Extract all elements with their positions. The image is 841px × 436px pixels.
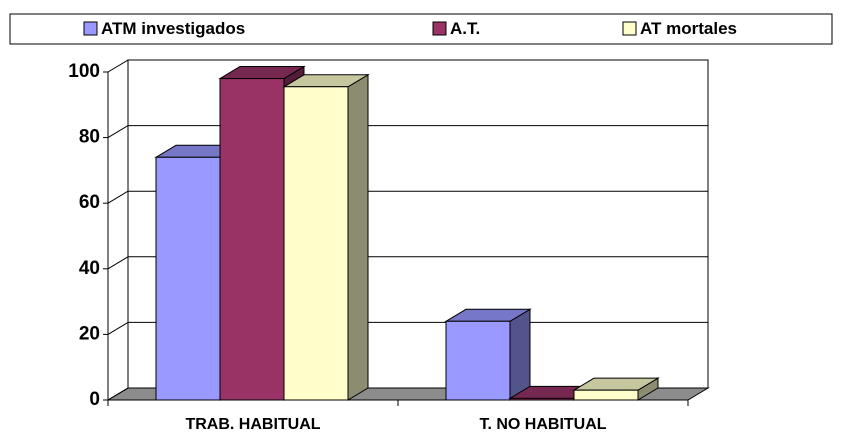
legend-box [9, 13, 833, 45]
bar [445, 320, 511, 401]
legend-label: A.T. [450, 19, 480, 38]
legend-label: AT mortales [640, 19, 737, 38]
bar-side [347, 73, 369, 401]
legend-swatch [432, 21, 447, 36]
y-tick-label: 80 [79, 127, 100, 148]
legend-swatch [622, 21, 637, 36]
grid-line-side [107, 256, 129, 270]
bar [573, 389, 639, 401]
x-tick-label: TRAB. HABITUAL [185, 416, 320, 433]
bar [155, 156, 221, 401]
grid-line-side [107, 59, 129, 73]
grid-line-side [107, 190, 129, 204]
bar [509, 397, 575, 401]
y-tick-label: 60 [79, 192, 100, 213]
legend-label: ATM investigados [101, 19, 245, 38]
x-tick-label: T. NO HABITUAL [479, 416, 606, 433]
bar-side [509, 308, 531, 401]
legend-swatch [83, 21, 98, 36]
grid-line-side [107, 321, 129, 335]
y-tick-label: 40 [79, 258, 100, 279]
y-tick-label: 20 [79, 323, 100, 344]
grid-line-side [107, 387, 129, 401]
y-tick-label: 100 [68, 61, 100, 82]
bar [283, 86, 349, 401]
y-tick-label: 0 [89, 389, 100, 410]
bar [219, 78, 285, 401]
grid-line-side [107, 125, 129, 139]
